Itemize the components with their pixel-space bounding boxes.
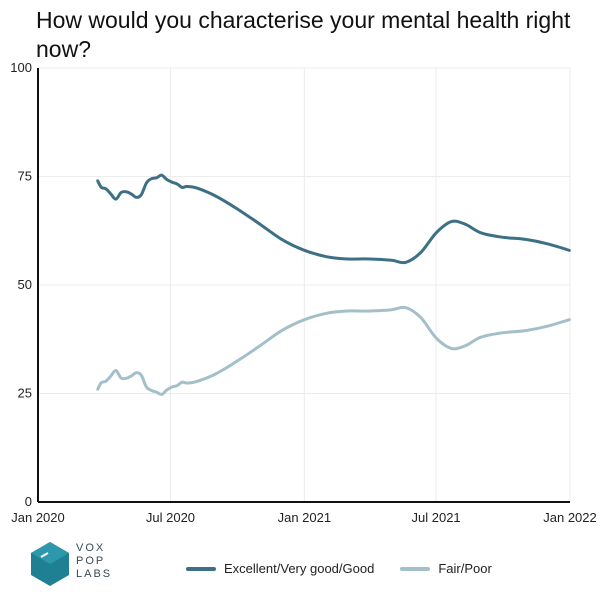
series-line-excellent: [96, 173, 571, 265]
hexagon-logo-icon: [31, 542, 69, 586]
legend-item-excellent: Excellent/Very good/Good: [186, 561, 374, 576]
y-tick-label: 50: [18, 277, 32, 292]
x-tick-label: Jan 2022: [543, 510, 597, 525]
legend-label-fair-poor: Fair/Poor: [438, 561, 492, 576]
logo-text-line: POP: [76, 555, 106, 567]
axis-layer: [37, 68, 570, 503]
legend: Excellent/Very good/Good Fair/Poor: [186, 561, 492, 576]
y-tick-label: 100: [10, 60, 32, 75]
legend-label-excellent: Excellent/Very good/Good: [224, 561, 375, 576]
y-tick-label: 25: [18, 386, 32, 401]
x-tick-label: Jul 2021: [412, 510, 461, 525]
legend-swatch-excellent: [186, 566, 216, 571]
logo-text-line: LABS: [76, 568, 113, 580]
legend-swatch-fair-poor: [400, 566, 431, 571]
logo-text: VOX POP LABS: [76, 542, 112, 581]
y-tick-label: 75: [18, 169, 32, 184]
y-tick-label: 0: [25, 494, 32, 509]
vox-pop-labs-logo: VOX POP LABS: [28, 540, 148, 588]
series-layer: [96, 173, 571, 396]
series-line-fair-poor: [96, 305, 571, 396]
x-tick-label: Jan 2021: [278, 510, 332, 525]
legend-item-fair-poor: Fair/Poor: [400, 561, 492, 576]
tick-label-layer: 0 25 50 75 100 Jan 2020 Jul 2020 Jan 2021 Jul 20…: [10, 60, 596, 525]
logo-text-line: VOX: [76, 542, 106, 554]
x-tick-label: Jan 2020: [11, 510, 65, 525]
chart-title: How would you characterise your mental h…: [36, 7, 571, 62]
grid-layer: [38, 67, 571, 502]
x-tick-label: Jul 2020: [146, 510, 195, 525]
